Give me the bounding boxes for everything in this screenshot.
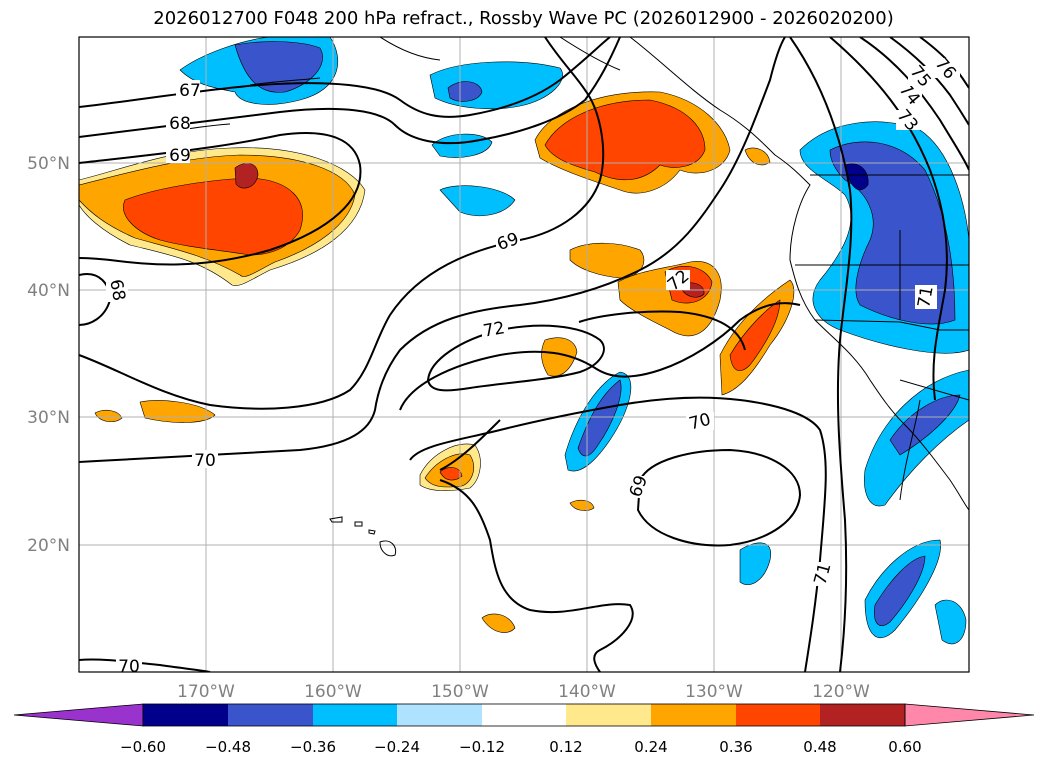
contour-line: [79, 132, 362, 266]
lat-label: 40°N: [27, 281, 70, 301]
coastline: [249, 77, 321, 86]
contour-line: [578, 310, 746, 351]
contour-line: [789, 37, 853, 672]
contour-label: 70: [194, 451, 216, 471]
contour-label: 68: [105, 278, 128, 303]
colorbar-tick-label: 0.48: [803, 738, 836, 756]
contour-line: [79, 37, 611, 118]
colorbar-segment: [313, 704, 397, 726]
contour-label: 69: [169, 146, 191, 166]
positive-anomaly-region: [544, 99, 706, 181]
positive-anomaly-region: [729, 299, 781, 372]
contour-labels: 67 68 69 69 68 72 72 70 70 70 69 71 71: [105, 54, 960, 677]
lon-label: 160°W: [304, 682, 362, 702]
colorbar-tick-label: −0.24: [374, 738, 420, 756]
contour-label: 71: [914, 285, 937, 310]
colorbar-extend-low: [13, 703, 144, 727]
colorbar-tick-label: −0.12: [459, 738, 505, 756]
colorbar: −0.60 −0.48 −0.36 −0.24 −0.12 0.12 0.24 …: [13, 703, 1035, 756]
colorbar-tick-label: 0.12: [549, 738, 582, 756]
contour-line: [439, 479, 634, 672]
lon-label: 130°W: [685, 682, 743, 702]
lat-label: 30°N: [27, 408, 70, 428]
negative-anomaly-region: [889, 394, 961, 456]
colorbar-tick-label: −0.36: [290, 738, 336, 756]
contour-line: [79, 37, 605, 410]
contour-line: [79, 37, 621, 145]
positive-anomaly-region: [234, 162, 259, 189]
negative-anomaly-region: [577, 379, 622, 457]
colorbar-extend-high: [904, 703, 1035, 727]
colorbar-segment: [482, 704, 566, 726]
contour-line: [889, 37, 969, 126]
colorbar-tick-label: 0.24: [634, 738, 667, 756]
hawaii-island: [329, 516, 343, 523]
contour-line: [829, 37, 948, 401]
colorbar-segment: [566, 704, 651, 726]
positive-anomaly-region: [439, 467, 463, 481]
colorbar-segment: [820, 704, 905, 726]
hawaii-island: [354, 521, 363, 527]
colorbar-tick-label: 0.60: [888, 738, 921, 756]
contour-label: 67: [179, 81, 201, 101]
contour-line: [859, 37, 969, 171]
coastlines: [179, 37, 969, 557]
shaded-anomaly-fields: [79, 37, 969, 645]
map-frame: [78, 36, 970, 673]
coastline: [899, 399, 921, 501]
contour-line: [399, 302, 801, 411]
lat-label: 50°N: [27, 154, 70, 174]
contour-label: 72: [482, 318, 507, 341]
negative-anomaly-region: [447, 81, 483, 102]
positive-anomaly-region: [481, 613, 516, 633]
colorbar-segment: [736, 704, 820, 726]
figure-title: 2026012700 F048 200 hPa refract., Rossby…: [153, 8, 894, 29]
negative-anomaly-region: [874, 555, 926, 626]
lon-label: 170°W: [177, 682, 235, 702]
contour-line: [636, 448, 802, 547]
contour-label: 68: [169, 114, 191, 134]
colorbar-tick-label: −0.60: [120, 738, 166, 756]
colorbar-segment: [397, 704, 482, 726]
colorbar-tick-label: 0.36: [719, 738, 752, 756]
longitude-labels: 170°W 160°W 150°W 140°W 130°W 120°W: [177, 682, 870, 702]
positive-anomaly-region: [569, 499, 595, 511]
colorbar-segment: [651, 704, 736, 726]
contour-line: [79, 37, 786, 463]
contour-line: [79, 658, 211, 672]
colorbar-segment: [228, 704, 313, 726]
coastline: [379, 37, 441, 61]
hawaii-island: [368, 529, 376, 535]
lon-label: 120°W: [812, 682, 870, 702]
latitude-labels: 50°N 40°N 30°N 20°N: [27, 154, 70, 556]
contour-line: [439, 419, 501, 471]
negative-anomaly-region: [844, 163, 869, 190]
hawaii-island: [379, 540, 397, 557]
positive-anomaly-region: [744, 147, 771, 166]
positive-anomaly-region: [94, 409, 123, 422]
negative-anomaly-region: [739, 542, 772, 586]
contour-line: [409, 396, 827, 672]
state-border: [814, 319, 969, 331]
lon-label: 140°W: [558, 682, 616, 702]
negative-anomaly-region: [934, 599, 967, 645]
contour-label: 70: [118, 657, 140, 677]
graticule: [79, 37, 969, 672]
positive-anomaly-region: [541, 337, 578, 377]
coastline: [629, 37, 969, 511]
colorbar-tick-label: −0.48: [205, 738, 251, 756]
lat-label: 20°N: [27, 536, 70, 556]
colorbar-segment: [143, 704, 228, 726]
lon-label: 150°W: [431, 682, 489, 702]
